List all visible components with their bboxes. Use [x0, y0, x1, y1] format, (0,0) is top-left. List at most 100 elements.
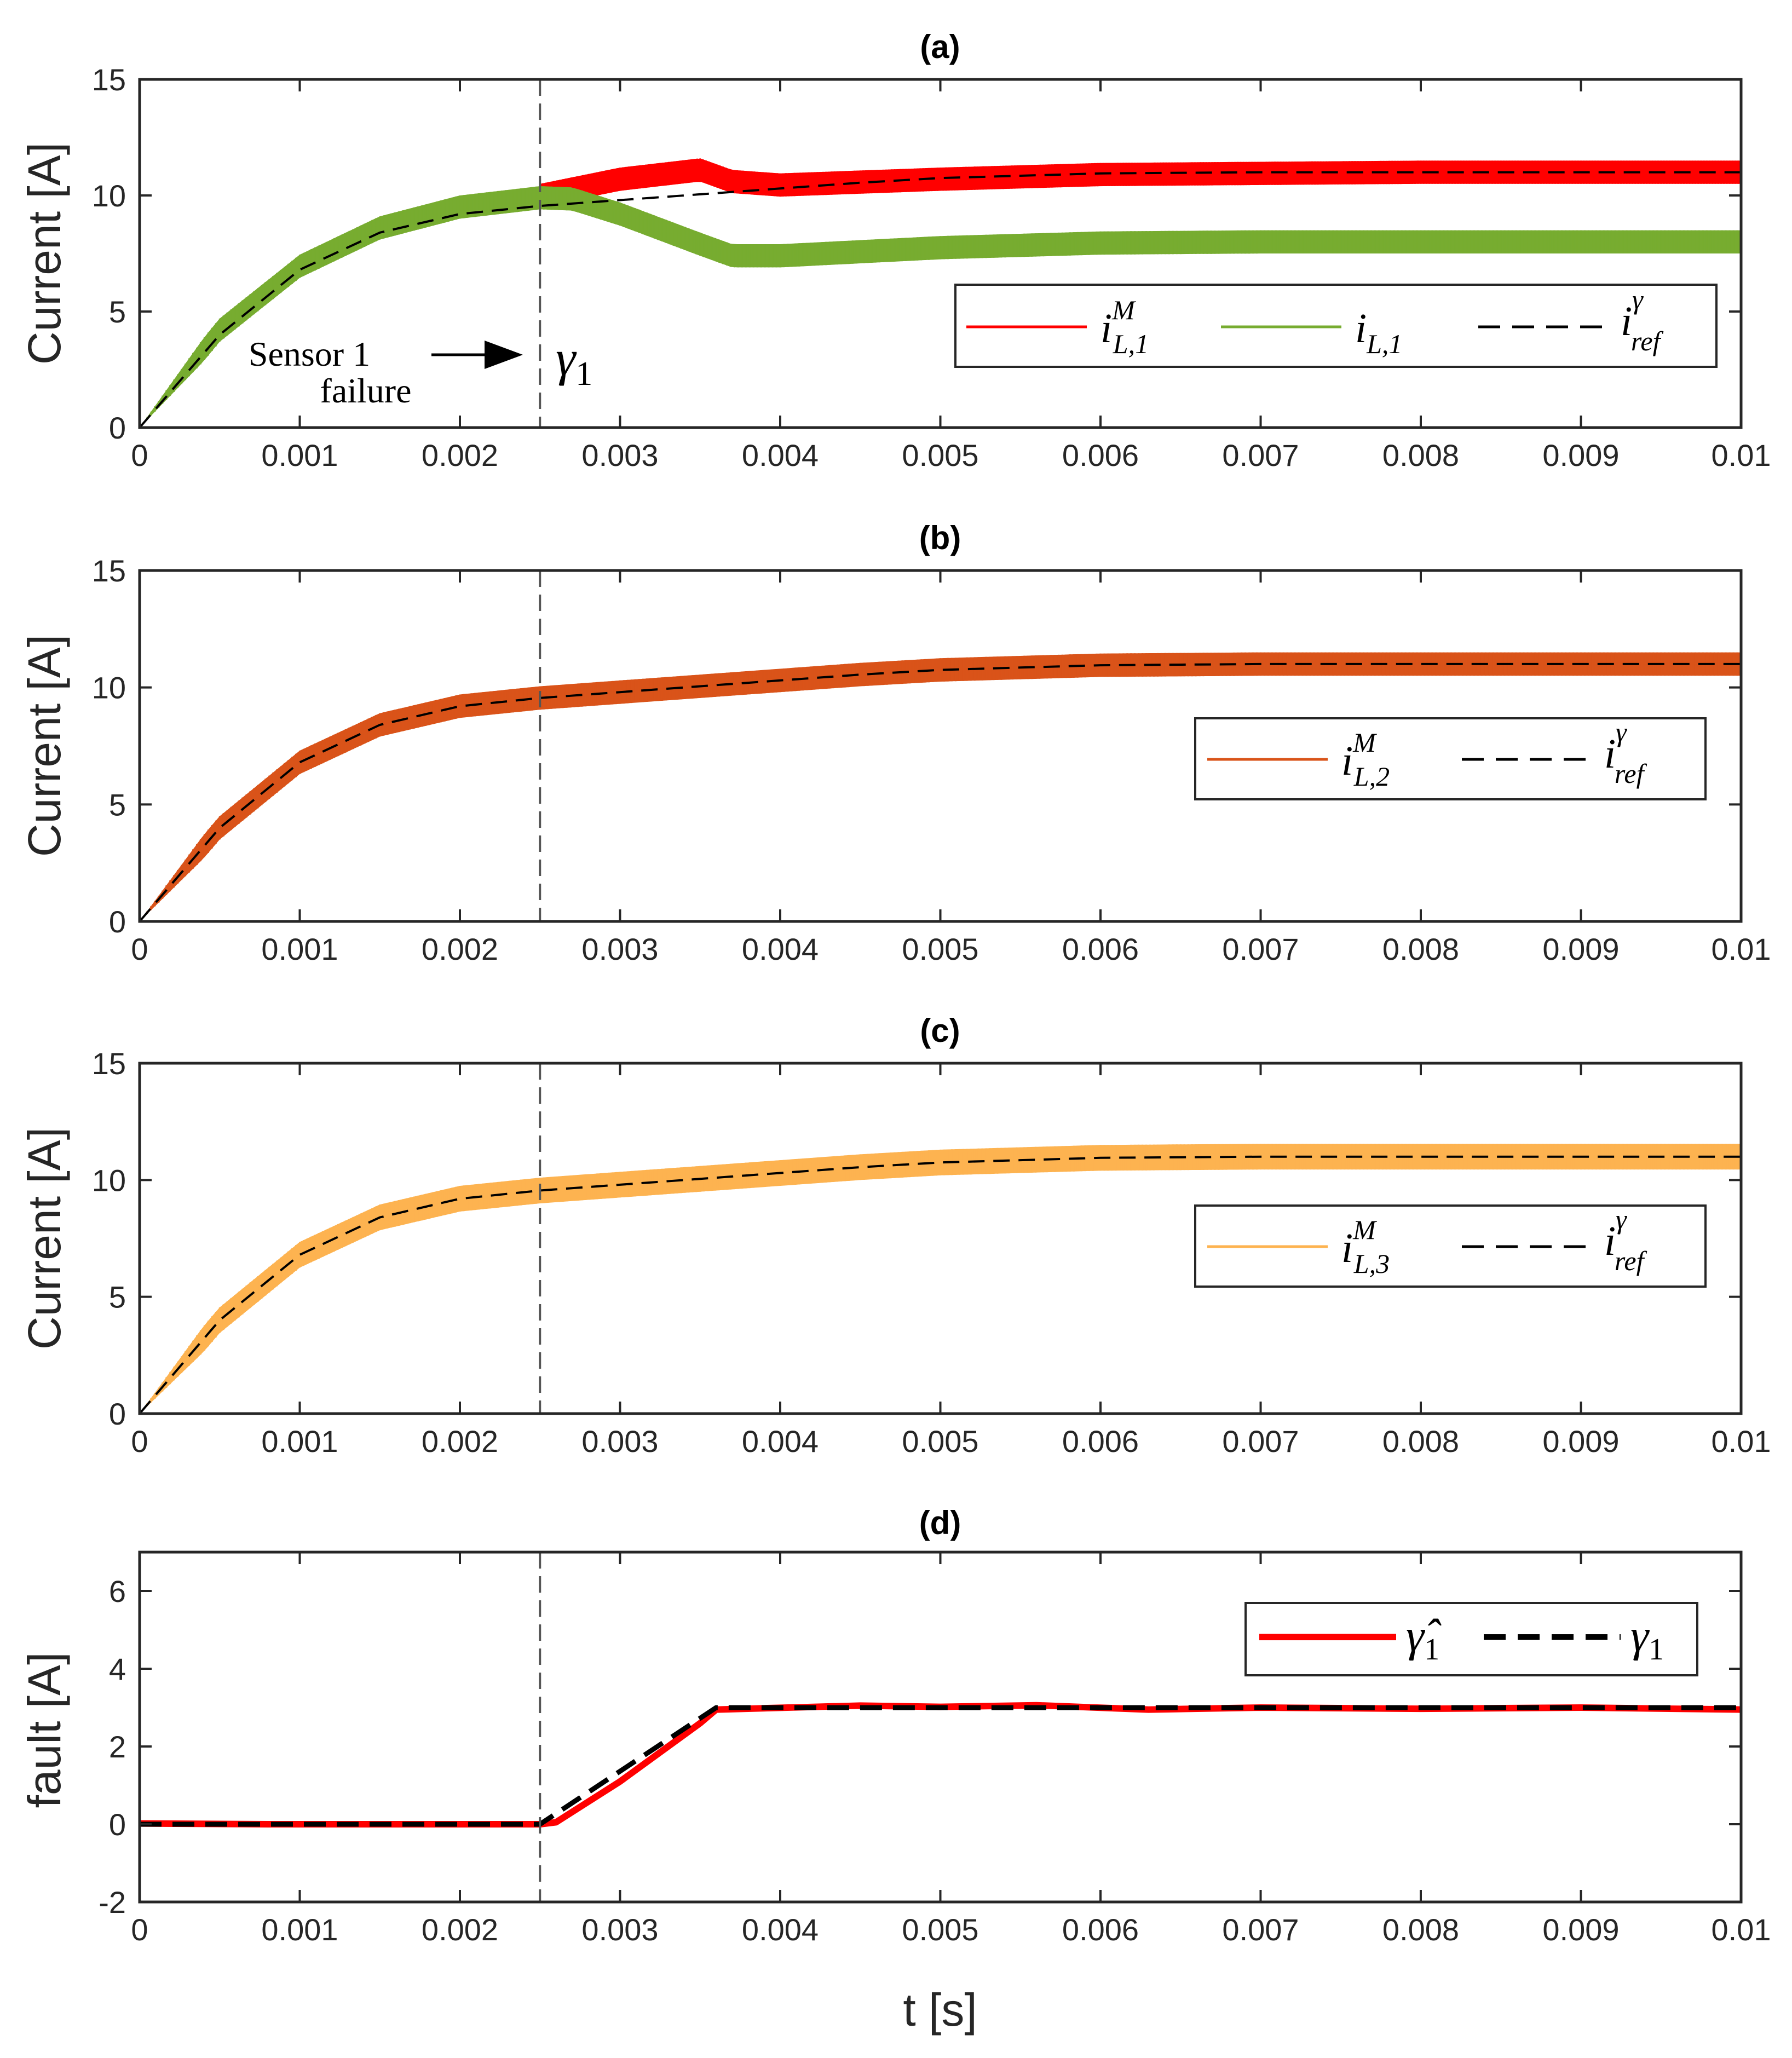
- ytick-label-c: 0: [109, 1397, 126, 1431]
- ytick-label-b: 0: [109, 904, 126, 939]
- xtick-label-a: 0.005: [902, 438, 978, 472]
- series-d-0-line: [139, 1702, 1742, 1828]
- panel-b-plot: [139, 570, 1742, 923]
- panel-d-ylabel: fault [A]: [19, 1652, 70, 1808]
- xtick-label-a: 0.007: [1222, 438, 1299, 472]
- xtick-label-c: 0.007: [1222, 1424, 1299, 1459]
- xtick-label-a: 0.003: [581, 438, 658, 472]
- panel-c-title: (c): [920, 1012, 960, 1049]
- panel-b-legend: iM L,2 iγ ref: [1194, 717, 1707, 800]
- xtick-label-b: 0.008: [1382, 932, 1459, 966]
- xtick-label-b: 0.009: [1542, 932, 1619, 966]
- panel-c: (c) 0 0.001 0.002 0.003 0.004 0.005 0.006 0.007…: [19, 1012, 1771, 1459]
- xtick-label-b: 0.005: [902, 932, 978, 966]
- xtick-label-d: 0.006: [1062, 1912, 1139, 1947]
- series-a-0-ripple: [539, 158, 1742, 207]
- panel-d-title: (d): [919, 1504, 961, 1541]
- ytick-label-d: 2: [109, 1730, 126, 1764]
- panel-a-ylabel: Current [A]: [19, 142, 70, 365]
- sensor-label-line1: Sensor 1: [249, 335, 370, 373]
- panel-d-ticks: 0 0.001 0.002 0.003 0.004 0.005 0.006 0.007 0.00…: [99, 1552, 1771, 1947]
- xtick-label-d: 0.009: [1542, 1912, 1619, 1947]
- sensor-failure-annotation: Sensor 1 failure γ1: [249, 330, 592, 410]
- series-a-2-line: [139, 171, 1741, 429]
- panel-c-ylabel: Current [A]: [19, 1127, 70, 1350]
- ytick-label-a: 5: [109, 295, 126, 329]
- xtick-label-b: 0.001: [261, 932, 338, 966]
- ytick-label-c: 10: [92, 1163, 126, 1197]
- xtick-label-d: 0.008: [1382, 1912, 1459, 1947]
- panel-a-legend: iM L,1 iL,1 iγ ref: [954, 284, 1718, 368]
- xtick-label-a: 0.01: [1712, 438, 1771, 472]
- figure-xlabel: t [s]: [903, 1984, 977, 2036]
- xtick-label-d: 0.005: [902, 1912, 978, 1947]
- legend-label-iML3: iM L,3: [1341, 1214, 1390, 1279]
- xtick-label-b: 0.007: [1222, 932, 1299, 966]
- gamma-annotation: γ1: [556, 330, 592, 393]
- xtick-label-c: 0.006: [1062, 1424, 1139, 1459]
- panel-b-title: (b): [919, 520, 961, 556]
- xtick-label-d: 0.01: [1712, 1912, 1771, 1947]
- xtick-label-a: 0.001: [261, 438, 338, 472]
- panel-d: (d) 0 0.001 0.002 0.003 0.004 0.005 0.006 0.007…: [19, 1504, 1771, 1947]
- xtick-label-a: 0.002: [422, 438, 498, 472]
- ytick-label-c: 15: [92, 1046, 126, 1081]
- xtick-label-c: 0.003: [581, 1424, 658, 1459]
- xtick-label-b: 0.006: [1062, 932, 1139, 966]
- xtick-label-d: 0.003: [581, 1912, 658, 1947]
- sensor-arrow-head: [485, 341, 523, 369]
- series-b-1-line: [139, 662, 1741, 923]
- xtick-label-d: 0.002: [422, 1912, 498, 1947]
- xtick-label-a: 0.008: [1382, 438, 1459, 472]
- xtick-label-a: 0.006: [1062, 438, 1139, 472]
- xtick-label-c: 0.01: [1712, 1424, 1771, 1459]
- panel-c-legend: iM L,3 iγ ref: [1194, 1204, 1707, 1288]
- panel-b: (b) 0 0.001 0.002 0.003 0.004 0.005 0.006 0.007…: [19, 520, 1771, 966]
- xtick-label-b: 0.004: [742, 932, 819, 966]
- ytick-label-a: 0: [109, 411, 126, 445]
- panel-c-plot: [139, 1063, 1742, 1415]
- series-a-1-ripple: [142, 186, 1742, 424]
- ytick-label-b: 15: [92, 554, 126, 588]
- xtick-label-b: 0.003: [581, 932, 658, 966]
- ytick-label-d: -2: [99, 1885, 126, 1919]
- xtick-label-b: 0.01: [1712, 932, 1771, 966]
- panel-a-plot: [139, 79, 1742, 429]
- panel-d-plot: [139, 1552, 1742, 1902]
- xtick-label-c: 0.001: [261, 1424, 338, 1459]
- ytick-label-d: 6: [109, 1574, 126, 1609]
- panel-b-ticks: 0 0.001 0.002 0.003 0.004 0.005 0.006 0.007 0.00…: [92, 554, 1771, 966]
- xtick-label-c: 0.009: [1542, 1424, 1619, 1459]
- xtick-label-b: 0.002: [422, 932, 498, 966]
- xtick-label-c: 0: [131, 1424, 148, 1459]
- xtick-label-d: 0.001: [261, 1912, 338, 1947]
- panel-a: (a) 0 0.001 0.002 0.003 0.004 0.005 0.006 0.007…: [19, 28, 1771, 472]
- xtick-label-d: 0.004: [742, 1912, 819, 1947]
- ytick-label-b: 10: [92, 671, 126, 705]
- ytick-label-a: 10: [92, 178, 126, 213]
- series-c-1-line: [139, 1155, 1741, 1415]
- panel-b-ylabel: Current [A]: [19, 635, 70, 857]
- ytick-label-b: 5: [109, 787, 126, 822]
- ytick-label-d: 4: [109, 1652, 126, 1686]
- xtick-label-d: 0.007: [1222, 1912, 1299, 1947]
- xtick-label-c: 0.004: [742, 1424, 819, 1459]
- panel-d-legend: γ̂1 γ1: [1244, 1602, 1698, 1676]
- panel-c-ticks: 0 0.001 0.002 0.003 0.004 0.005 0.006 0.007 0.00…: [92, 1046, 1771, 1459]
- xtick-label-c: 0.005: [902, 1424, 978, 1459]
- xtick-label-b: 0: [131, 932, 148, 966]
- ytick-label-d: 0: [109, 1807, 126, 1842]
- xtick-label-a: 0: [131, 438, 148, 472]
- xtick-label-c: 0.008: [1382, 1424, 1459, 1459]
- panel-a-title: (a): [920, 28, 960, 65]
- xtick-label-a: 0.004: [742, 438, 819, 472]
- ytick-label-a: 15: [92, 62, 126, 97]
- xtick-label-a: 0.009: [1542, 438, 1619, 472]
- ytick-label-c: 5: [109, 1280, 126, 1315]
- panel-a-ticks: 0 0.001 0.002 0.003 0.004 0.005 0.006 0.007 0.00…: [92, 62, 1771, 472]
- xtick-label-c: 0.002: [422, 1424, 498, 1459]
- sensor-label-line2: failure: [320, 371, 412, 410]
- xtick-label-d: 0: [131, 1912, 148, 1947]
- series-d-1-line: [140, 1705, 1741, 1827]
